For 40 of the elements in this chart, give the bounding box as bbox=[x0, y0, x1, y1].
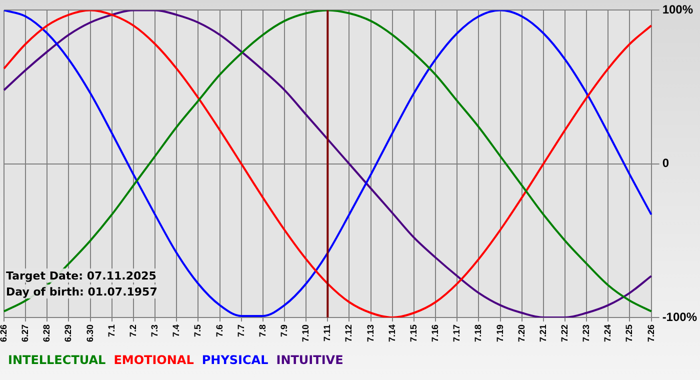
x-tick-label: 7.14 bbox=[386, 324, 397, 342]
x-tick-label: 7.16 bbox=[430, 324, 440, 342]
x-tick-label: 7.25 bbox=[624, 324, 634, 342]
x-tick-label: 7.10 bbox=[300, 324, 311, 342]
x-tick-label: 7.3 bbox=[150, 324, 160, 337]
x-tick-label: 7.21 bbox=[538, 324, 548, 342]
x-tick-label: 7.18 bbox=[473, 324, 484, 342]
x-tick-label: 7.6 bbox=[214, 324, 224, 337]
x-tick-label: 6.26 bbox=[0, 324, 8, 342]
x-tick-label: 7.9 bbox=[278, 324, 289, 337]
x-tick-label: 7.22 bbox=[559, 324, 570, 342]
text: INTUITIVE bbox=[276, 353, 344, 367]
x-tick-label: 6.29 bbox=[63, 324, 74, 342]
y-tick-label: 100% bbox=[662, 2, 694, 17]
x-tick-label: 7.7 bbox=[236, 324, 246, 337]
x-tick-label: 7.8 bbox=[257, 324, 268, 337]
x-tick-label: 7.2 bbox=[128, 324, 138, 337]
x-tick-label: 7.19 bbox=[494, 324, 505, 342]
annotation: Target Date: 07.11.2025 bbox=[6, 269, 156, 282]
x-tick-label: 6.28 bbox=[42, 324, 52, 342]
y-tick-label: 0 bbox=[662, 156, 670, 170]
y-tick-label: -100% bbox=[662, 310, 698, 324]
x-tick-label: 7.1 bbox=[106, 324, 116, 337]
x-tick-label: 7.12 bbox=[344, 324, 354, 342]
x-tick-label: 6.27 bbox=[20, 324, 30, 342]
x-tick-label: 7.17 bbox=[452, 324, 462, 342]
x-tick-label: 7.15 bbox=[408, 324, 418, 342]
x-tick-label: 7.23 bbox=[581, 324, 592, 342]
x-tick-label: 6.30 bbox=[84, 324, 95, 342]
text: PHYSICAL bbox=[202, 353, 268, 367]
x-tick-label: 7.4 bbox=[171, 324, 182, 337]
x-tick-label: 7.20 bbox=[516, 324, 526, 342]
text: INTELLECTUAL bbox=[8, 353, 106, 367]
annotation: Day of birth: 01.07.1957 bbox=[6, 285, 158, 298]
text: EMOTIONAL bbox=[114, 353, 194, 367]
x-tick-label: 7.5 bbox=[192, 324, 203, 337]
x-tick-label: 7.26 bbox=[646, 324, 656, 342]
x-tick-label: 7.13 bbox=[365, 324, 376, 342]
x-tick-label: 7.24 bbox=[602, 324, 613, 342]
x-tick-label: 7.11 bbox=[322, 324, 332, 342]
